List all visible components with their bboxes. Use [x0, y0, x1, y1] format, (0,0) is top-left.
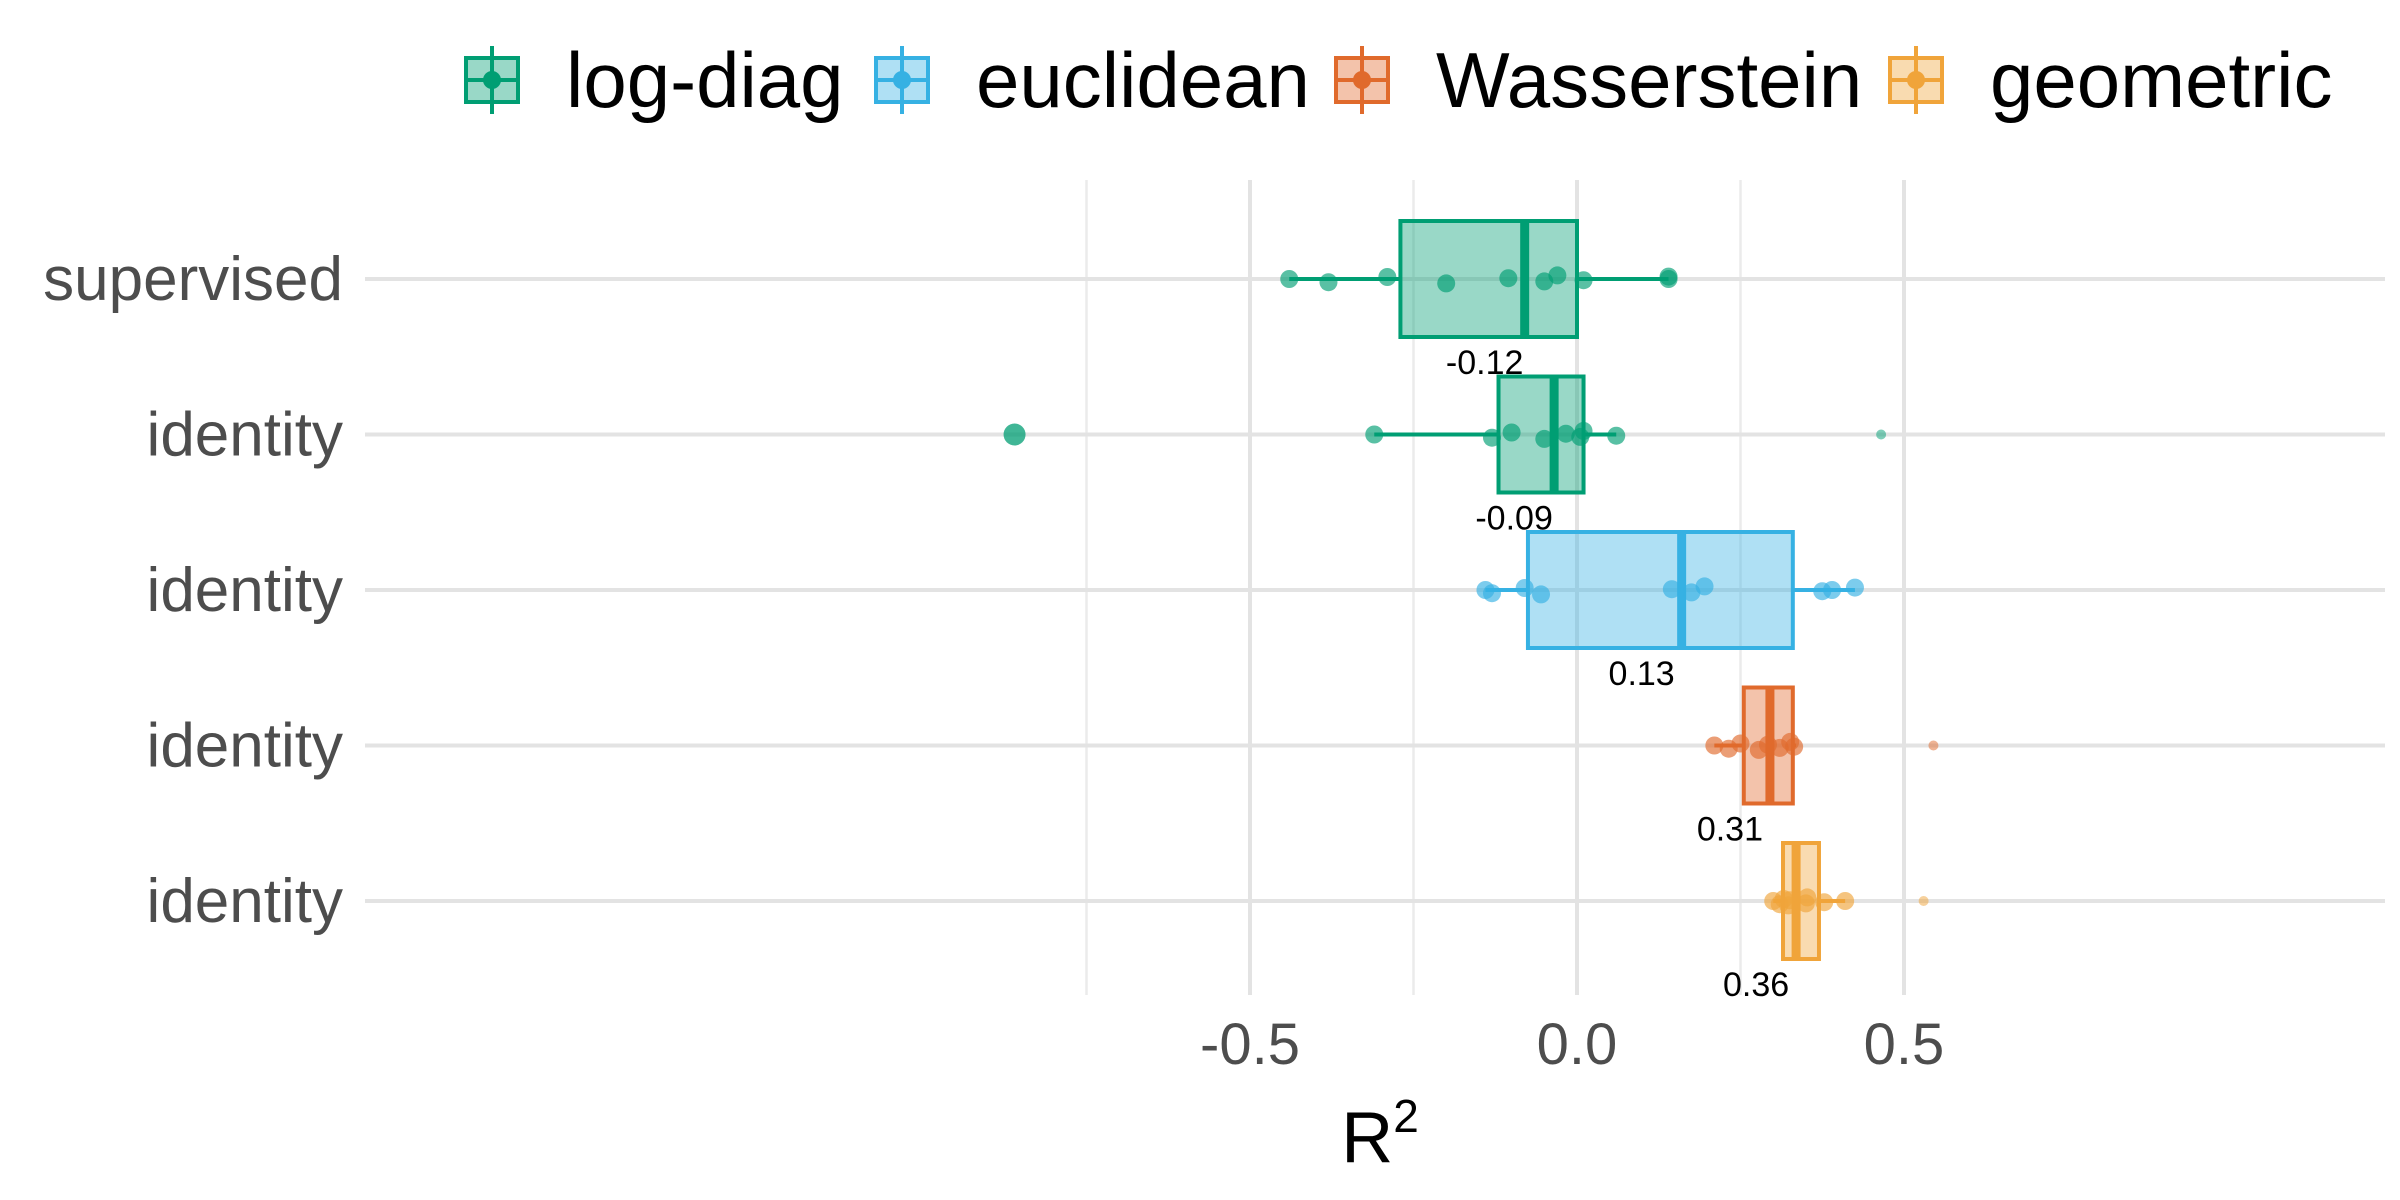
boxplot-row: 0.36 [1723, 841, 1929, 1004]
y-axis-labels: supervised identity identity identity identi… [43, 245, 343, 936]
data-point [1780, 891, 1799, 910]
y-category-label: supervised [43, 245, 343, 314]
data-point [1574, 421, 1593, 440]
data-point [1607, 426, 1626, 445]
legend-dot [893, 71, 911, 89]
boxplot-row: 0.13 [1476, 530, 1864, 693]
x-tick-label: 0.5 [1864, 1012, 1945, 1077]
data-point [1378, 268, 1397, 286]
data-point [1815, 893, 1834, 912]
box [1525, 530, 1795, 650]
data-point [1499, 269, 1518, 288]
outlier-point [1928, 740, 1939, 751]
grid-lines [365, 180, 2385, 995]
data-point [1695, 577, 1714, 596]
x-tick-label: 0.0 [1537, 1012, 1618, 1077]
x-tick-label: -0.5 [1200, 1012, 1300, 1077]
data-point [1556, 424, 1575, 443]
median-label: 0.13 [1609, 655, 1675, 693]
data-point [1785, 737, 1804, 756]
y-category-label: identity [147, 556, 343, 625]
data-point [1482, 428, 1501, 447]
boxplot-row: 0.31 [1697, 685, 1939, 849]
legend-label: Wasserstein [1436, 36, 1862, 124]
legend-dot [1353, 71, 1371, 89]
median-label: 0.36 [1723, 966, 1789, 1004]
data-point [1532, 585, 1551, 604]
legend-label: log-diag [566, 36, 844, 124]
outlier-point [1876, 429, 1887, 440]
x-axis-label-superscript: 2 [1393, 1090, 1419, 1142]
legend: log-diag euclidean Wasserstein geometric [464, 36, 2332, 124]
data-point [1731, 734, 1750, 753]
y-category-label: identity [147, 712, 343, 781]
outlier-point [1918, 896, 1929, 906]
data-point [1365, 425, 1384, 444]
data-point [1437, 274, 1456, 293]
data-point [1482, 584, 1501, 603]
boxplot-row: -0.09 [1003, 374, 1887, 538]
data-point [1502, 423, 1521, 442]
legend-dot [1907, 71, 1925, 89]
data-point [1845, 578, 1864, 597]
boxplot-rows: -0.12-0.09 0.13 0.31 0.36 [1003, 219, 1939, 1004]
legend-item: log-diag [464, 36, 844, 124]
data-point [1659, 267, 1678, 286]
data-point [1798, 888, 1817, 907]
data-point [1535, 429, 1554, 448]
boxplot-row: -0.12 [1280, 219, 1678, 382]
legend-item: euclidean [874, 36, 1310, 124]
data-point [1823, 581, 1842, 599]
legend-label: euclidean [976, 36, 1310, 124]
legend-label: geometric [1990, 36, 2332, 124]
data-point [1574, 271, 1593, 290]
legend-item: geometric [1888, 36, 2332, 124]
data-point [1280, 270, 1299, 288]
x-axis-label-base: R [1341, 1098, 1393, 1178]
outlier-point [1003, 423, 1026, 446]
data-point [1548, 266, 1567, 285]
x-axis-ticks: -0.5 0.0 0.5 [1200, 1012, 1944, 1077]
y-category-label: identity [147, 401, 343, 470]
x-axis-label: R2 [1341, 1090, 1419, 1178]
legend-dot [483, 71, 501, 89]
data-point [1319, 273, 1338, 292]
legend-item: Wasserstein [1334, 36, 1862, 124]
y-category-label: identity [147, 867, 343, 936]
data-point [1515, 579, 1534, 597]
median-label: 0.31 [1697, 811, 1763, 849]
data-point [1705, 736, 1724, 755]
data-point [1662, 580, 1681, 599]
data-point [1836, 892, 1855, 910]
